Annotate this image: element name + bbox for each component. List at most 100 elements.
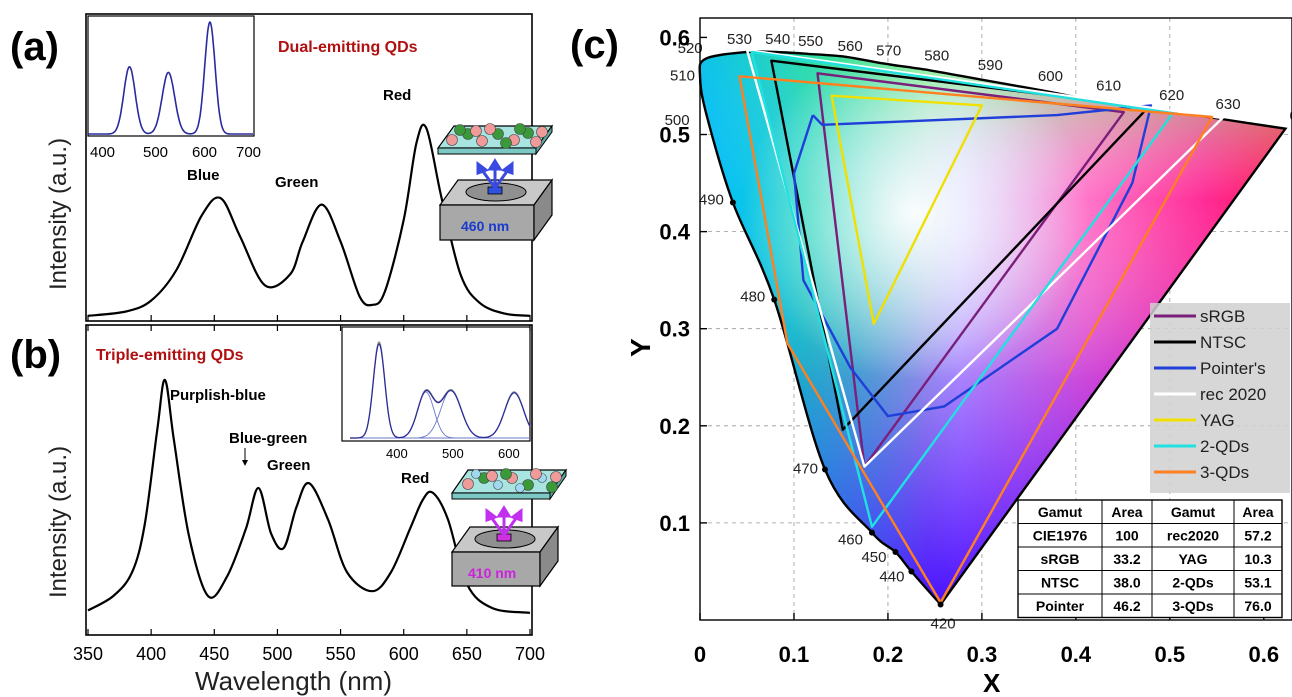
spectra-xtick-label: 600 [389,644,419,664]
qd-dot [486,470,498,482]
table-value: rec2020 [1167,528,1219,544]
locus-label-600: 600 [1038,68,1063,85]
locus-label-510: 510 [670,67,695,84]
locus-label-440: 440 [879,568,904,585]
table-value: 76.0 [1244,598,1271,614]
inset-a-tick-700: 700 [236,144,261,161]
qd-dot [500,468,512,480]
locus-label-470: 470 [793,461,818,478]
legend-entries: sRGB NTSC Pointer's rec 2020 YAG 2-QDs 3-QDs [1154,307,1266,482]
table-header: Gamut [1038,504,1083,520]
qd-film-front-b [451,492,551,500]
locus-label-560: 560 [838,38,863,55]
panel-c-xlabel: X [983,668,1001,697]
led-die-b [496,533,512,542]
table-value: 10.3 [1244,551,1271,567]
inset-a-tick-500: 500 [143,144,168,161]
qd-dots-b [462,468,562,493]
spectra-xtick-label: 500 [262,644,292,664]
panel-a-led-schematic: 460 nm [436,123,554,242]
qd-dot [493,480,503,490]
locus-label-420: 420 [931,615,956,632]
legend-label: rec 2020 [1200,385,1266,404]
gamut-2-qds [750,50,1174,528]
cie-ytick-label: 0.2 [659,414,690,439]
peak-label-blue-green: Blue-green [229,430,307,447]
led-chip-side-b [539,525,559,588]
peak-label-red: Red [383,87,411,104]
cie-xtick-label: 0.4 [1061,642,1092,667]
cie-xtick-label: 0.5 [1155,642,1186,667]
qd-dot [476,135,488,147]
blue-green-arrow [242,448,248,466]
inset-b-tick-400: 400 [386,446,408,461]
cie-xtick-label: 0.1 [779,642,810,667]
table-value: 3-QDs [1172,598,1213,614]
led-wavelength-label-a: 460 nm [461,218,509,234]
emission-arrows-b [485,505,523,536]
table-value: NTSC [1041,575,1079,591]
panel-b-spectrum-line [87,378,531,614]
table-value: 2-QDs [1172,575,1213,591]
locus-label-540: 540 [765,31,790,48]
inset-b-tick-500: 500 [442,446,464,461]
qd-dot [446,134,458,146]
panel-b-inset: 400 500 600 [341,326,531,461]
cie-ytick-label: 0.3 [659,317,690,342]
panel-a-label: (a) [10,25,59,69]
locus-label-610: 610 [1096,77,1121,94]
panel-a-title: Dual-emitting QDs [278,39,418,56]
locus-label-460: 460 [838,532,863,549]
peak-label-blue: Blue [187,167,220,184]
locus-label-640: 640 [1289,108,1292,125]
legend-label: 2-QDs [1200,437,1249,456]
gamut-3-qds [738,75,1214,604]
locus-label-500: 500 [665,112,690,129]
qd-dot [536,126,548,138]
table-value: 100 [1115,528,1139,544]
locus-label-580: 580 [924,47,949,64]
cie-ytick-label: 0.6 [659,25,690,50]
qd-film-front-a [437,147,537,155]
inset-a-tick-600: 600 [192,144,217,161]
table-value: 38.0 [1113,575,1140,591]
spectra-xtick-label: 450 [199,644,229,664]
locus-label-630: 630 [1216,96,1241,113]
legend-label: NTSC [1200,333,1246,352]
led-die-a [487,186,503,195]
table-value: 46.2 [1113,598,1140,614]
qd-dot [500,137,512,149]
gamut-ntsc [770,59,1150,431]
spectra-xtick-label: 550 [326,644,356,664]
legend-label: sRGB [1200,307,1245,326]
inset-b-fit [349,343,531,439]
locus-label-550: 550 [798,33,823,50]
qd-dot [462,478,474,490]
table-header: Gamut [1171,504,1216,520]
inset-b-tick-600: 600 [498,446,520,461]
gamut-triangles [738,48,1224,604]
table-value: CIE1976 [1033,528,1088,544]
cie-ytick-label: 0.4 [659,220,690,245]
table-header: Area [1242,504,1273,520]
cie-axis-ticks: 0 0.1 0.2 0.3 0.4 0.5 0.6 0.1 0.2 0.3 0.4 0.5 0.6 [659,25,1279,667]
locus-label-570: 570 [876,43,901,60]
locus-marker-470 [821,466,828,473]
locus-label-620: 620 [1159,87,1184,104]
panel-a-ylabel: Intensity (a.u.) [45,138,72,290]
spectra-xlabel: Wavelength (nm) [195,666,392,696]
table-frame [1017,499,1283,619]
locus-marker-420 [937,601,944,608]
locus-label-520: 520 [678,40,703,57]
locus-label-480: 480 [740,289,765,306]
peak-label-purplish-blue: Purplish-blue [170,387,266,404]
spectra-x-axis: 350 400 450 500 550 600 650 700 [73,315,545,664]
table-value: YAG [1178,551,1207,567]
cie-ytick-label: 0.1 [659,511,690,536]
locus-marker-460 [868,529,875,536]
led-chip-side-a [533,178,553,242]
peak-label-green-b: Green [267,457,310,474]
locus-marker-440 [908,568,915,575]
